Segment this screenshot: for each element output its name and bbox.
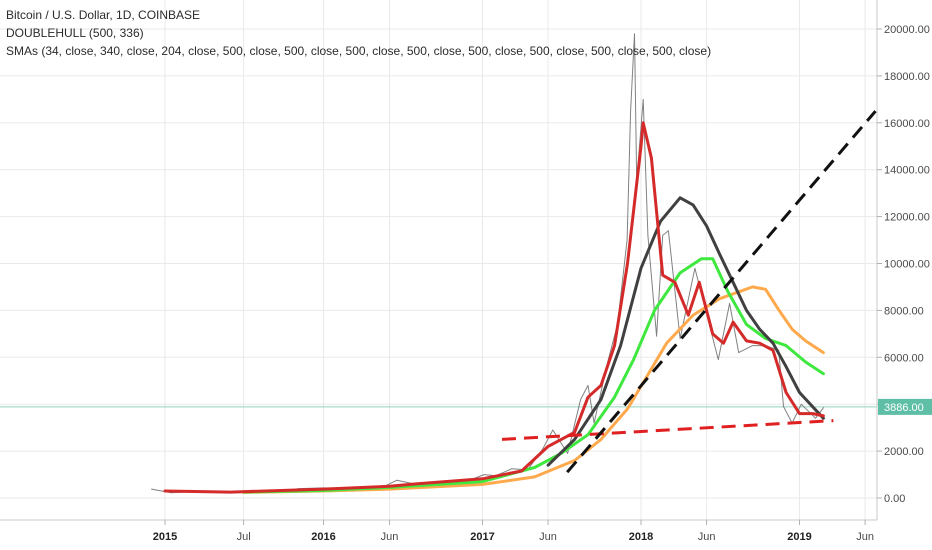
y-tick-label: 12000.00 <box>884 212 930 224</box>
y-tick-label: 18000.00 <box>884 71 930 83</box>
y-tick-label: 14000.00 <box>884 165 930 177</box>
axes <box>0 0 878 521</box>
current-price-marker: 3886.00 <box>878 398 932 415</box>
x-tick-labels[interactable]: 2015 Jul 2016 Jun 2017 Jun 2018 Jun 2019 Jun <box>153 520 874 543</box>
x-tick-label: 2017 <box>470 531 494 543</box>
chart-legend[interactable]: Bitcoin / U.S. Dollar, 1D, COINBASE DOUB… <box>6 6 711 60</box>
y-tick-label: 6000.00 <box>884 352 924 364</box>
y-tick-label: 0.00 <box>884 493 905 505</box>
current-price-label: 3886.00 <box>884 402 924 414</box>
x-tick-label: 2015 <box>153 531 177 543</box>
series-layer <box>151 33 877 494</box>
x-tick-label: Jun <box>856 531 874 543</box>
series-line-sma204 <box>242 257 825 494</box>
y-tick-label: 20000.00 <box>884 24 930 36</box>
y-tick-label: 16000.00 <box>884 118 930 130</box>
x-tick-label: 2019 <box>787 531 811 543</box>
legend-smas[interactable]: SMAs (34, close, 340, close, 204, close,… <box>6 44 712 58</box>
series-line-support <box>501 419 834 441</box>
x-tick-label: 2016 <box>311 531 335 543</box>
y-tick-labels[interactable]: 0.002000.004000.006000.008000.0010000.00… <box>877 24 930 505</box>
x-tick-label: Jun <box>698 531 716 543</box>
y-tick-label: 2000.00 <box>884 446 924 458</box>
x-tick-label: Jul <box>237 531 251 543</box>
x-tick-label: Jun <box>539 531 557 543</box>
legend-symbol[interactable]: Bitcoin / U.S. Dollar, 1D, COINBASE <box>6 8 201 22</box>
legend-doublehull[interactable]: DOUBLEHULL (500, 336) <box>6 26 144 40</box>
series-line-trend <box>566 110 877 474</box>
series-line-sma340 <box>242 285 825 494</box>
grid <box>0 0 877 520</box>
x-tick-label: Jun <box>381 531 399 543</box>
y-tick-label: 10000.00 <box>884 259 930 271</box>
series-line-sma34 <box>163 121 825 494</box>
x-tick-label: 2018 <box>629 531 653 543</box>
series-line-hull <box>546 196 825 467</box>
current-price-badge <box>878 398 932 415</box>
y-tick-label: 8000.00 <box>884 305 924 317</box>
